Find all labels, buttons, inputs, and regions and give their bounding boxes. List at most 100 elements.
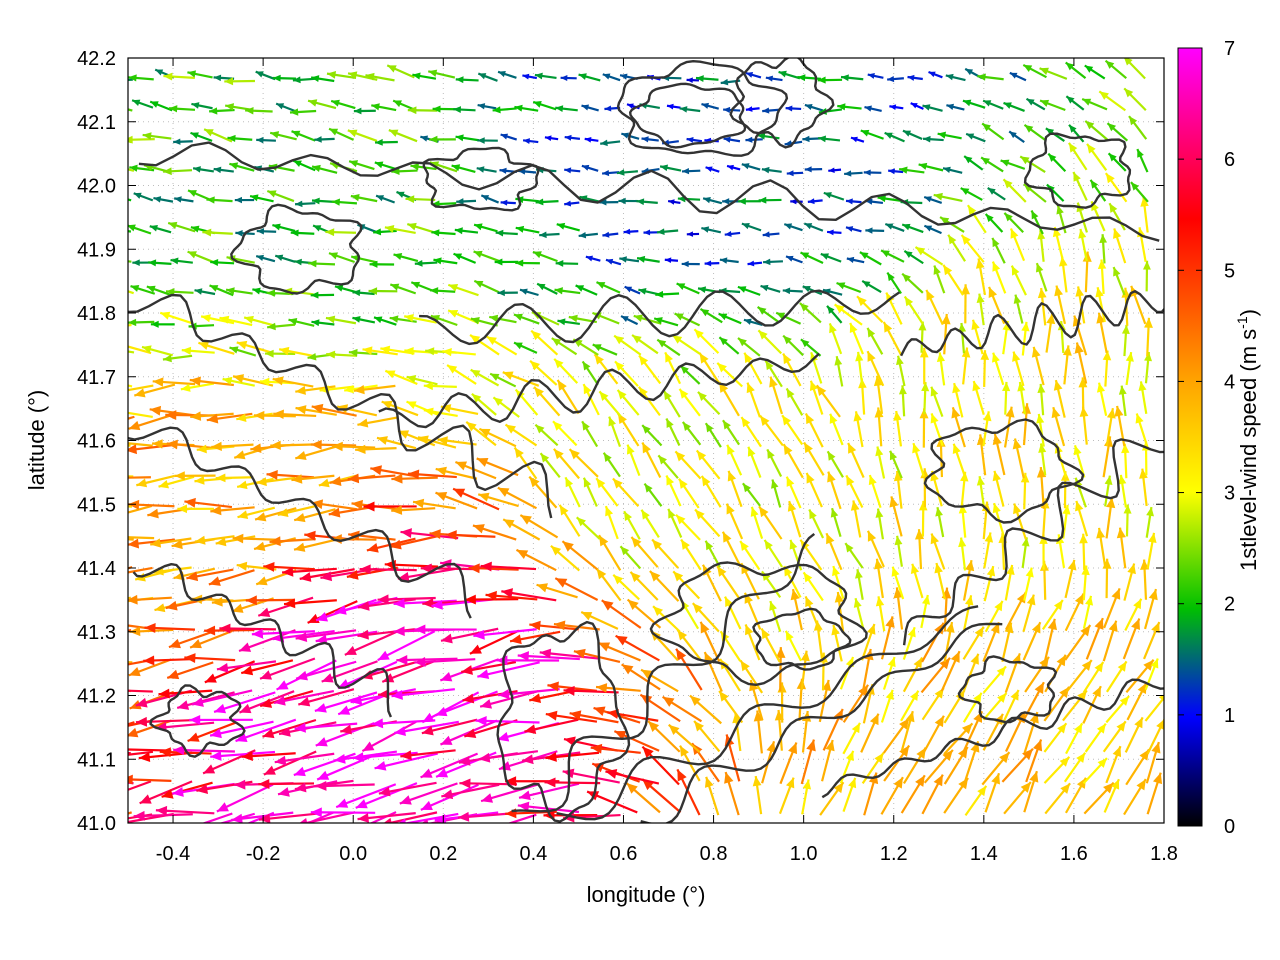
wind-vector-head bbox=[294, 722, 306, 733]
wind-vector-head bbox=[545, 710, 558, 721]
wind-vector bbox=[292, 76, 316, 84]
wind-vector bbox=[344, 630, 399, 656]
wind-vector-head bbox=[173, 745, 185, 756]
wind-vector-head bbox=[430, 287, 439, 295]
wind-vector-head bbox=[761, 628, 771, 640]
wind-vector-head bbox=[313, 225, 322, 232]
wind-vector-head bbox=[682, 421, 692, 432]
wind-vector-head bbox=[717, 362, 727, 373]
wind-vector bbox=[375, 138, 398, 146]
wind-vector bbox=[1045, 313, 1056, 353]
wind-vector bbox=[440, 404, 479, 416]
wind-vector-head bbox=[180, 383, 191, 392]
wind-vector bbox=[801, 779, 812, 815]
wind-vector bbox=[962, 626, 985, 660]
wind-vector-head bbox=[490, 373, 500, 381]
wind-vector-head bbox=[722, 531, 732, 543]
wind-vector-head bbox=[902, 130, 912, 137]
wind-vector bbox=[1004, 653, 1021, 693]
wind-vector bbox=[141, 345, 173, 357]
wind-vector bbox=[760, 284, 781, 293]
wind-vector bbox=[902, 656, 924, 693]
wind-vector-head bbox=[575, 285, 585, 292]
wind-vector bbox=[1009, 71, 1027, 82]
wind-vector-head bbox=[680, 745, 689, 757]
wind-vector bbox=[399, 782, 458, 805]
wind-vector bbox=[962, 99, 986, 109]
wind-vector-head bbox=[889, 104, 897, 111]
wind-vector-head bbox=[75, 774, 86, 784]
wind-vector-head bbox=[308, 99, 318, 107]
wind-vector bbox=[389, 535, 439, 550]
wind-vector bbox=[352, 289, 375, 297]
wind-vector bbox=[662, 390, 681, 418]
wind-vector bbox=[128, 414, 172, 431]
wind-vector-head bbox=[359, 564, 371, 575]
wind-vector-head bbox=[896, 355, 904, 366]
wind-vector bbox=[679, 364, 701, 385]
wind-vector-head bbox=[965, 68, 974, 76]
wind-vector bbox=[847, 442, 865, 479]
wind-vector bbox=[295, 405, 337, 416]
wind-vector-head bbox=[884, 132, 893, 139]
wind-vector bbox=[165, 288, 194, 296]
y-tick-label: 41.8 bbox=[77, 303, 116, 325]
wind-vector bbox=[310, 75, 335, 83]
wind-vector-head bbox=[539, 648, 552, 659]
wind-vector bbox=[943, 689, 966, 724]
wind-vector bbox=[701, 226, 722, 234]
wind-vector-head bbox=[1029, 771, 1039, 783]
wind-vector-head bbox=[159, 747, 171, 758]
wind-vector-head bbox=[497, 731, 510, 742]
wind-vector bbox=[377, 594, 436, 605]
wind-vector-head bbox=[1156, 719, 1164, 730]
wind-vector bbox=[1022, 621, 1042, 661]
wind-vector-head bbox=[1090, 179, 1099, 189]
wind-vector-head bbox=[1053, 380, 1063, 391]
wind-vector-head bbox=[783, 335, 792, 345]
wind-vector-head bbox=[893, 471, 903, 482]
wind-vector-head bbox=[314, 703, 327, 713]
wind-vector-head bbox=[529, 693, 542, 704]
wind-vector bbox=[528, 475, 558, 509]
terrain-contour bbox=[752, 607, 852, 671]
wind-vector bbox=[984, 772, 1001, 813]
wind-vector-head bbox=[991, 352, 1000, 363]
wind-vector-head bbox=[263, 765, 276, 775]
wind-vector bbox=[470, 368, 500, 387]
wind-vector bbox=[804, 103, 824, 112]
wind-vector-head bbox=[255, 71, 264, 78]
wind-vector bbox=[1064, 777, 1087, 814]
wind-vector bbox=[174, 196, 194, 203]
wind-vector bbox=[803, 441, 825, 476]
wind-vector-head bbox=[703, 196, 711, 204]
wind-vector bbox=[982, 665, 1007, 694]
wind-vector-head bbox=[874, 407, 884, 418]
wind-vector-head bbox=[565, 477, 574, 488]
wind-vector-head bbox=[442, 347, 452, 357]
wind-vector bbox=[613, 730, 660, 752]
wind-vector-head bbox=[299, 572, 312, 582]
wind-vector-head bbox=[677, 769, 687, 782]
wind-vector-head bbox=[765, 75, 774, 82]
wind-vector-head bbox=[258, 607, 271, 617]
wind-vector bbox=[278, 721, 337, 737]
wind-vector bbox=[210, 258, 235, 266]
wind-vector-head bbox=[421, 819, 429, 823]
wind-vector bbox=[1058, 256, 1068, 293]
wind-vector-head bbox=[924, 225, 933, 232]
wind-vector bbox=[573, 648, 621, 663]
wind-vector bbox=[691, 602, 720, 633]
wind-vector-head bbox=[962, 99, 972, 107]
wind-vector bbox=[431, 229, 456, 237]
wind-vector-head bbox=[400, 528, 412, 539]
wind-vector-head bbox=[1119, 696, 1130, 706]
wind-vector-head bbox=[970, 653, 979, 665]
wind-vector-shaft bbox=[128, 78, 133, 81]
wind-vector bbox=[718, 336, 740, 355]
wind-vector bbox=[981, 751, 1011, 786]
wind-vector bbox=[568, 448, 599, 478]
wind-vector-head bbox=[620, 546, 630, 556]
y-tick-label: 42.2 bbox=[77, 48, 116, 70]
wind-vector-head bbox=[481, 793, 494, 803]
